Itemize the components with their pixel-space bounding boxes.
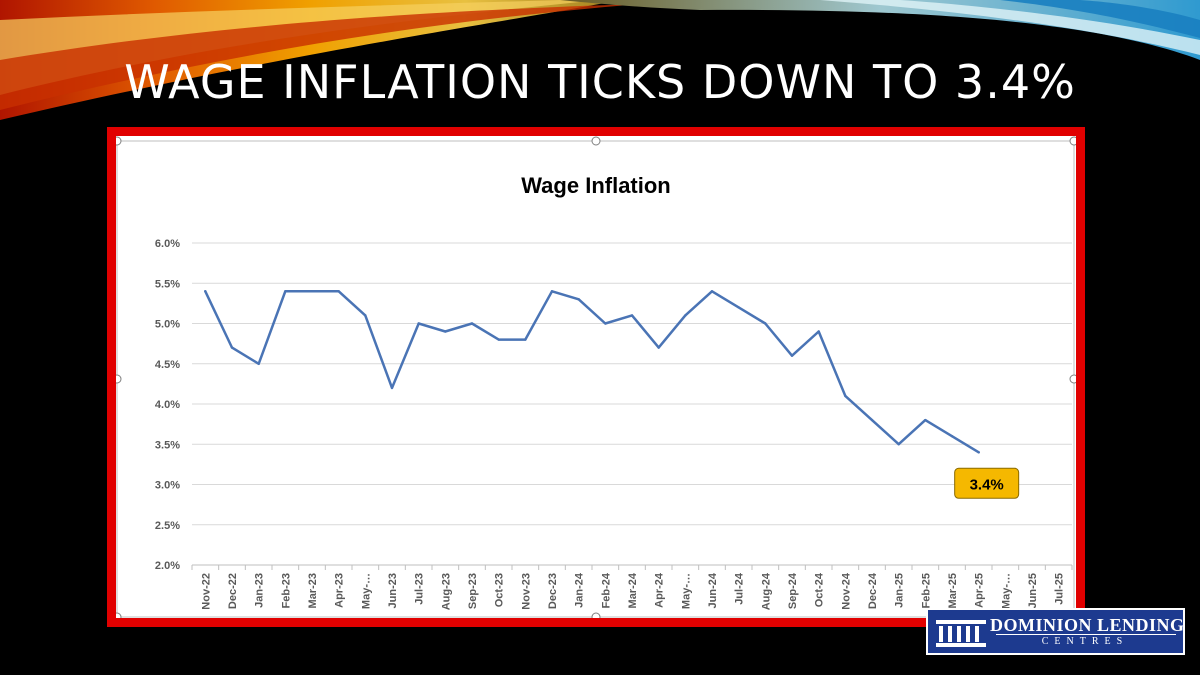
company-logo: DOMINION LENDING CENTRES	[926, 608, 1185, 655]
x-tick-label: Mar-23	[307, 573, 319, 608]
data-point	[417, 322, 420, 325]
logo-subtitle: CENTRES	[1041, 636, 1129, 647]
data-point	[657, 346, 660, 349]
resize-handle	[116, 612, 122, 618]
y-tick-label: 2.5%	[155, 520, 180, 532]
data-point	[897, 443, 900, 446]
x-tick-label: Nov-23	[520, 573, 532, 610]
annotation-label: 3.4%	[970, 476, 1004, 493]
x-tick-label: Sep-23	[467, 573, 479, 609]
data-point	[710, 290, 714, 293]
x-tick-label: Jul-23	[414, 573, 426, 605]
x-tick-label: Feb-25	[920, 573, 932, 608]
x-tick-label: Dec-24	[867, 572, 879, 609]
x-tick-label: Oct-23	[494, 573, 506, 607]
data-point	[470, 322, 474, 325]
x-tick-label: Jun-24	[707, 572, 719, 608]
x-tick-label: Oct-24	[814, 572, 826, 607]
x-tick-label: Jan-24	[574, 572, 586, 608]
data-point	[497, 338, 500, 341]
x-tick-label: May-…	[360, 573, 372, 609]
chart-area-border	[116, 140, 1075, 618]
x-tick-label: Mar-25	[947, 573, 959, 608]
x-tick-label: Apr-23	[334, 573, 346, 608]
x-tick-label: Jan-23	[254, 573, 266, 608]
logo-name: DOMINION LENDING	[990, 615, 1185, 635]
resize-handle	[1069, 136, 1076, 146]
data-point	[737, 306, 740, 309]
line-chart: Wage Inflation 2.0% 2.5% 3.0% 3.5% 4.0% 4.5% 5.…	[116, 136, 1076, 618]
data-point	[550, 290, 554, 293]
data-point	[284, 290, 287, 293]
y-tick-label: 5.5%	[155, 278, 180, 290]
data-point	[764, 322, 767, 325]
data-point	[630, 314, 634, 317]
data-point	[684, 314, 687, 317]
data-point	[310, 290, 314, 293]
y-tick-label: 4.5%	[155, 359, 180, 371]
data-point	[230, 346, 234, 349]
x-tick-label: Nov-22	[200, 573, 212, 610]
x-tick-label: Jul-24	[734, 572, 746, 605]
resize-handle	[591, 136, 601, 146]
data-point	[790, 354, 794, 357]
data-point	[364, 314, 367, 317]
resize-handle	[116, 136, 122, 146]
data-point	[204, 290, 207, 293]
x-tick-label: Dec-23	[547, 573, 559, 609]
data-point	[817, 330, 820, 333]
y-tick-label: 2.0%	[155, 560, 180, 572]
data-point	[977, 451, 980, 454]
data-point	[924, 418, 927, 422]
x-tick-label: Jun-25	[1027, 573, 1039, 608]
slide-title: WAGE INFLATION TICKS DOWN TO 3.4%	[124, 55, 1076, 109]
x-tick-label: Aug-24	[760, 572, 772, 610]
data-point	[844, 394, 847, 398]
y-tick-label: 5.0%	[155, 319, 180, 331]
x-tick-label: Apr-25	[974, 573, 986, 608]
x-tick-label: Apr-24	[654, 572, 666, 608]
x-tick-label: Feb-23	[280, 573, 292, 608]
series-line-wage-inflation	[204, 290, 980, 454]
x-tick-label: Aug-23	[440, 573, 452, 610]
decorative-swoosh	[0, 0, 1200, 120]
x-tick-label: Nov-24	[840, 572, 852, 610]
data-point	[577, 298, 580, 301]
data-point	[950, 435, 954, 438]
x-tick-label: Mar-24	[627, 572, 639, 608]
y-tick-label: 4.0%	[155, 399, 180, 411]
resize-handle	[1069, 374, 1076, 384]
x-tick-label: Dec-22	[227, 573, 239, 609]
columns-icon	[936, 620, 986, 647]
data-point	[444, 330, 447, 333]
chart-frame[interactable]: Wage Inflation 2.0% 2.5% 3.0% 3.5% 4.0% 4.5% 5.…	[107, 127, 1085, 627]
x-tick-label: May-…	[680, 573, 692, 609]
x-tick-label: Jun-23	[387, 573, 399, 608]
logo-divider	[996, 634, 1176, 635]
x-tick-label: May-…	[1000, 573, 1012, 609]
data-point	[604, 322, 607, 325]
chart-title: Wage Inflation	[521, 173, 671, 198]
resize-handle	[591, 612, 601, 618]
x-tick-label: Sep-24	[787, 572, 799, 609]
y-tick-label: 6.0%	[155, 238, 180, 250]
x-tick-label: Jul-25	[1054, 573, 1066, 605]
resize-handle	[116, 374, 122, 384]
data-point	[870, 418, 874, 422]
data-point	[524, 338, 527, 341]
x-tick-label: Jan-25	[894, 573, 906, 608]
y-tick-label: 3.5%	[155, 439, 180, 451]
data-point	[337, 290, 340, 293]
y-tick-label: 3.0%	[155, 480, 180, 492]
data-point	[390, 386, 394, 390]
x-tick-label: Feb-24	[600, 572, 612, 608]
data-point	[257, 362, 260, 365]
annotation-callout	[954, 467, 1020, 499]
